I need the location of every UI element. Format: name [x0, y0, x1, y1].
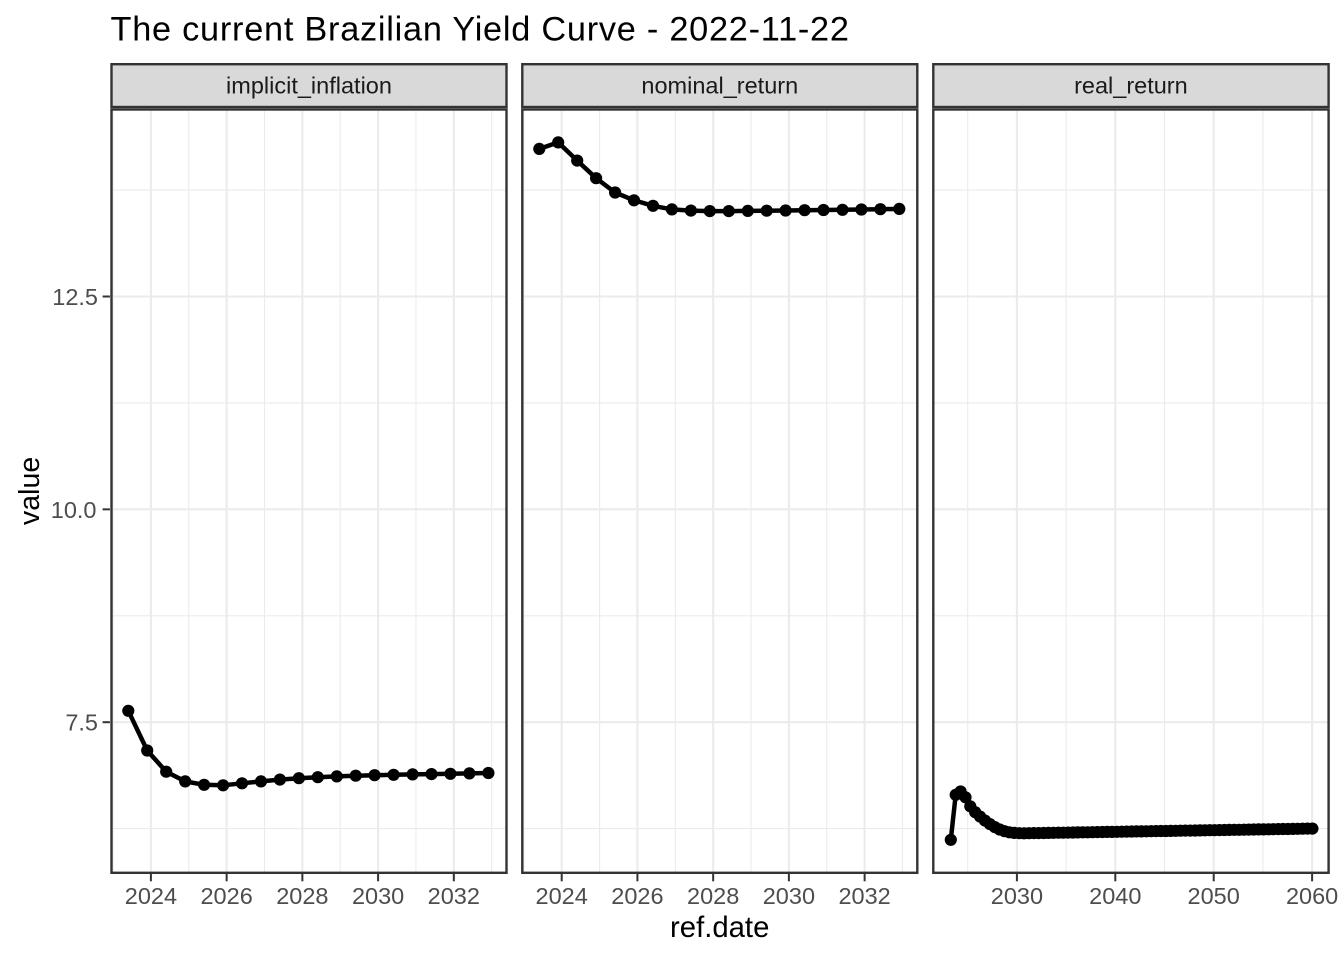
svg-text:12.5: 12.5: [52, 284, 98, 310]
svg-text:7.5: 7.5: [65, 710, 98, 736]
svg-text:10.0: 10.0: [51, 497, 97, 523]
svg-text:2030: 2030: [991, 883, 1043, 909]
svg-text:2026: 2026: [200, 883, 252, 909]
svg-text:2028: 2028: [276, 883, 328, 909]
svg-text:2028: 2028: [687, 883, 739, 909]
svg-text:nominal_return: nominal_return: [641, 73, 798, 99]
svg-text:2030: 2030: [352, 883, 404, 909]
svg-text:2060: 2060: [1286, 883, 1338, 909]
svg-text:2026: 2026: [611, 883, 663, 909]
svg-text:2024: 2024: [536, 883, 588, 909]
svg-text:implicit_inflation: implicit_inflation: [226, 73, 392, 99]
svg-text:2050: 2050: [1188, 883, 1240, 909]
svg-text:2040: 2040: [1089, 883, 1141, 909]
svg-text:The current Brazilian Yield Cu: The current Brazilian Yield Curve - 2022…: [111, 11, 850, 49]
svg-text:value: value: [14, 457, 46, 525]
svg-text:2032: 2032: [428, 883, 480, 909]
svg-text:2024: 2024: [125, 883, 177, 909]
svg-text:real_return: real_return: [1074, 73, 1188, 99]
svg-text:2030: 2030: [763, 883, 815, 909]
svg-text:2032: 2032: [838, 883, 890, 909]
svg-text:ref.date: ref.date: [670, 911, 769, 944]
